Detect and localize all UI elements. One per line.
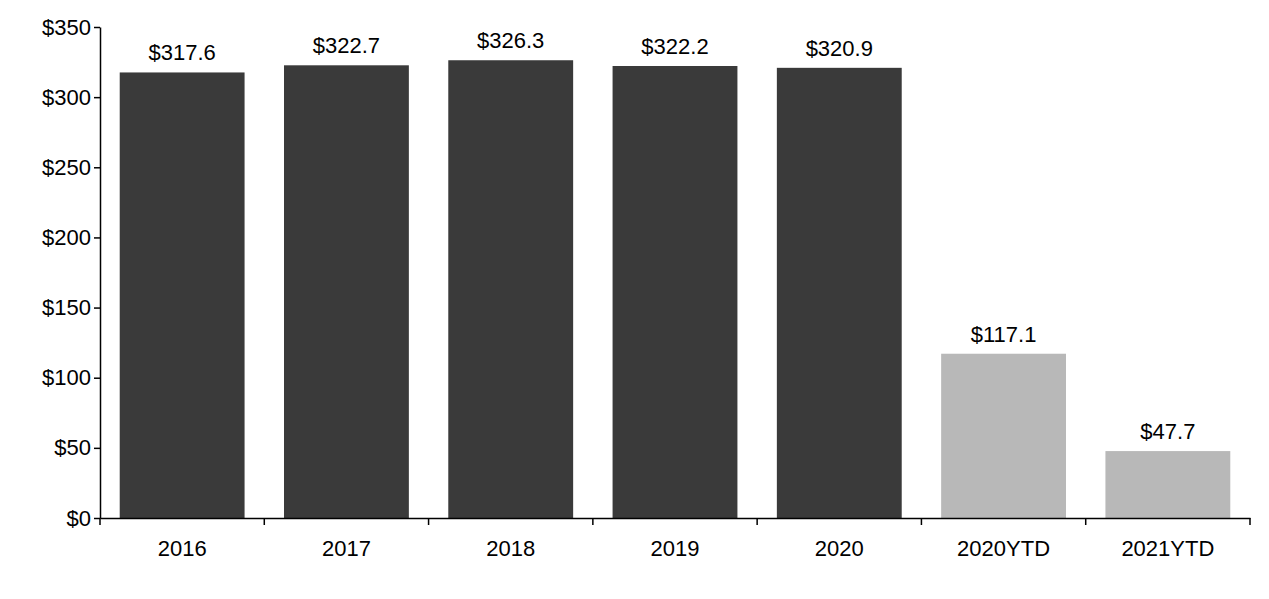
y-axis: $0 $50 $100 $150 $200 $250 $300 $350 bbox=[42, 15, 100, 531]
y-tick-label: $200 bbox=[42, 225, 91, 250]
x-separator bbox=[592, 518, 594, 525]
x-separator bbox=[428, 518, 430, 525]
y-tick-mark bbox=[94, 518, 100, 520]
bar bbox=[941, 354, 1066, 518]
x-axis-line bbox=[101, 518, 1251, 520]
x-tick: 2018 bbox=[486, 536, 535, 561]
y-tick-label: $350 bbox=[42, 15, 91, 40]
x-separator bbox=[756, 518, 758, 525]
bar bbox=[120, 72, 245, 518]
bar bbox=[284, 65, 409, 518]
y-tick-label: $0 bbox=[67, 506, 91, 531]
x-tick: 2020YTD bbox=[957, 536, 1050, 561]
x-separator bbox=[264, 518, 266, 525]
x-tick-label: 2016 bbox=[158, 536, 207, 561]
y-tick-mark bbox=[94, 448, 100, 450]
data-label: $47.7 bbox=[1140, 419, 1195, 444]
y-tick: $300 bbox=[42, 85, 100, 110]
x-separators bbox=[100, 518, 1250, 525]
chart: $0$50$100$150$200$250$300$35020162017201… bbox=[0, 0, 1269, 599]
data-label: $320.9 bbox=[806, 36, 873, 61]
y-tick: $0 bbox=[67, 506, 100, 531]
data-labels: $317.6 $322.7 $326.3 $322.2 $320.9 $117.1 $47.… bbox=[148, 28, 1195, 444]
x-tick: 2021YTD bbox=[1121, 536, 1214, 561]
y-tick-label: $300 bbox=[42, 85, 91, 110]
plot: $0$50$100$150$200$250$300$35020162017201… bbox=[42, 15, 1250, 561]
y-tick-label: $150 bbox=[42, 295, 91, 320]
x-tick: 2016 bbox=[158, 536, 207, 561]
y-tick: $350 bbox=[42, 15, 100, 40]
y-axis-line bbox=[100, 28, 102, 519]
x-separator bbox=[921, 518, 923, 525]
y-tick: $100 bbox=[42, 365, 100, 390]
x-separator bbox=[99, 518, 101, 525]
y-tick: $200 bbox=[42, 225, 100, 250]
y-tick-mark bbox=[94, 307, 100, 309]
x-separator bbox=[1085, 518, 1087, 525]
y-tick-mark bbox=[94, 97, 100, 99]
bar bbox=[613, 66, 738, 518]
x-tick: 2020 bbox=[815, 536, 864, 561]
x-tick-label: 2019 bbox=[651, 536, 700, 561]
y-tick-label: $50 bbox=[54, 435, 91, 460]
data-label: $317.6 bbox=[148, 40, 215, 65]
y-tick-mark bbox=[94, 27, 100, 29]
y-tick-mark bbox=[94, 377, 100, 379]
y-tick-label: $250 bbox=[42, 155, 91, 180]
y-tick: $150 bbox=[42, 295, 100, 320]
y-tick: $50 bbox=[54, 435, 100, 460]
x-tick-label: 2018 bbox=[486, 536, 535, 561]
x-tick: 2019 bbox=[651, 536, 700, 561]
bars bbox=[120, 60, 1231, 518]
data-label: $322.7 bbox=[313, 33, 380, 58]
data-label: $326.3 bbox=[477, 28, 544, 53]
x-separator bbox=[1249, 518, 1251, 525]
x-tick: 2017 bbox=[322, 536, 371, 561]
x-tick-label: 2020YTD bbox=[957, 536, 1050, 561]
x-tick-label: 2017 bbox=[322, 536, 371, 561]
bar bbox=[448, 60, 573, 518]
bar bbox=[777, 68, 902, 518]
y-tick-mark bbox=[94, 167, 100, 169]
x-axis: 2016 2017 2018 2019 2020 2020YTD 2021YTD bbox=[100, 518, 1251, 561]
data-label: $322.2 bbox=[641, 34, 708, 59]
x-tick-label: 2020 bbox=[815, 536, 864, 561]
y-tick-label: $100 bbox=[42, 365, 91, 390]
y-tick-mark bbox=[94, 237, 100, 239]
y-tick: $250 bbox=[42, 155, 100, 180]
bar bbox=[1105, 451, 1230, 518]
x-tick-label: 2021YTD bbox=[1121, 536, 1214, 561]
data-label: $117.1 bbox=[971, 322, 1037, 347]
